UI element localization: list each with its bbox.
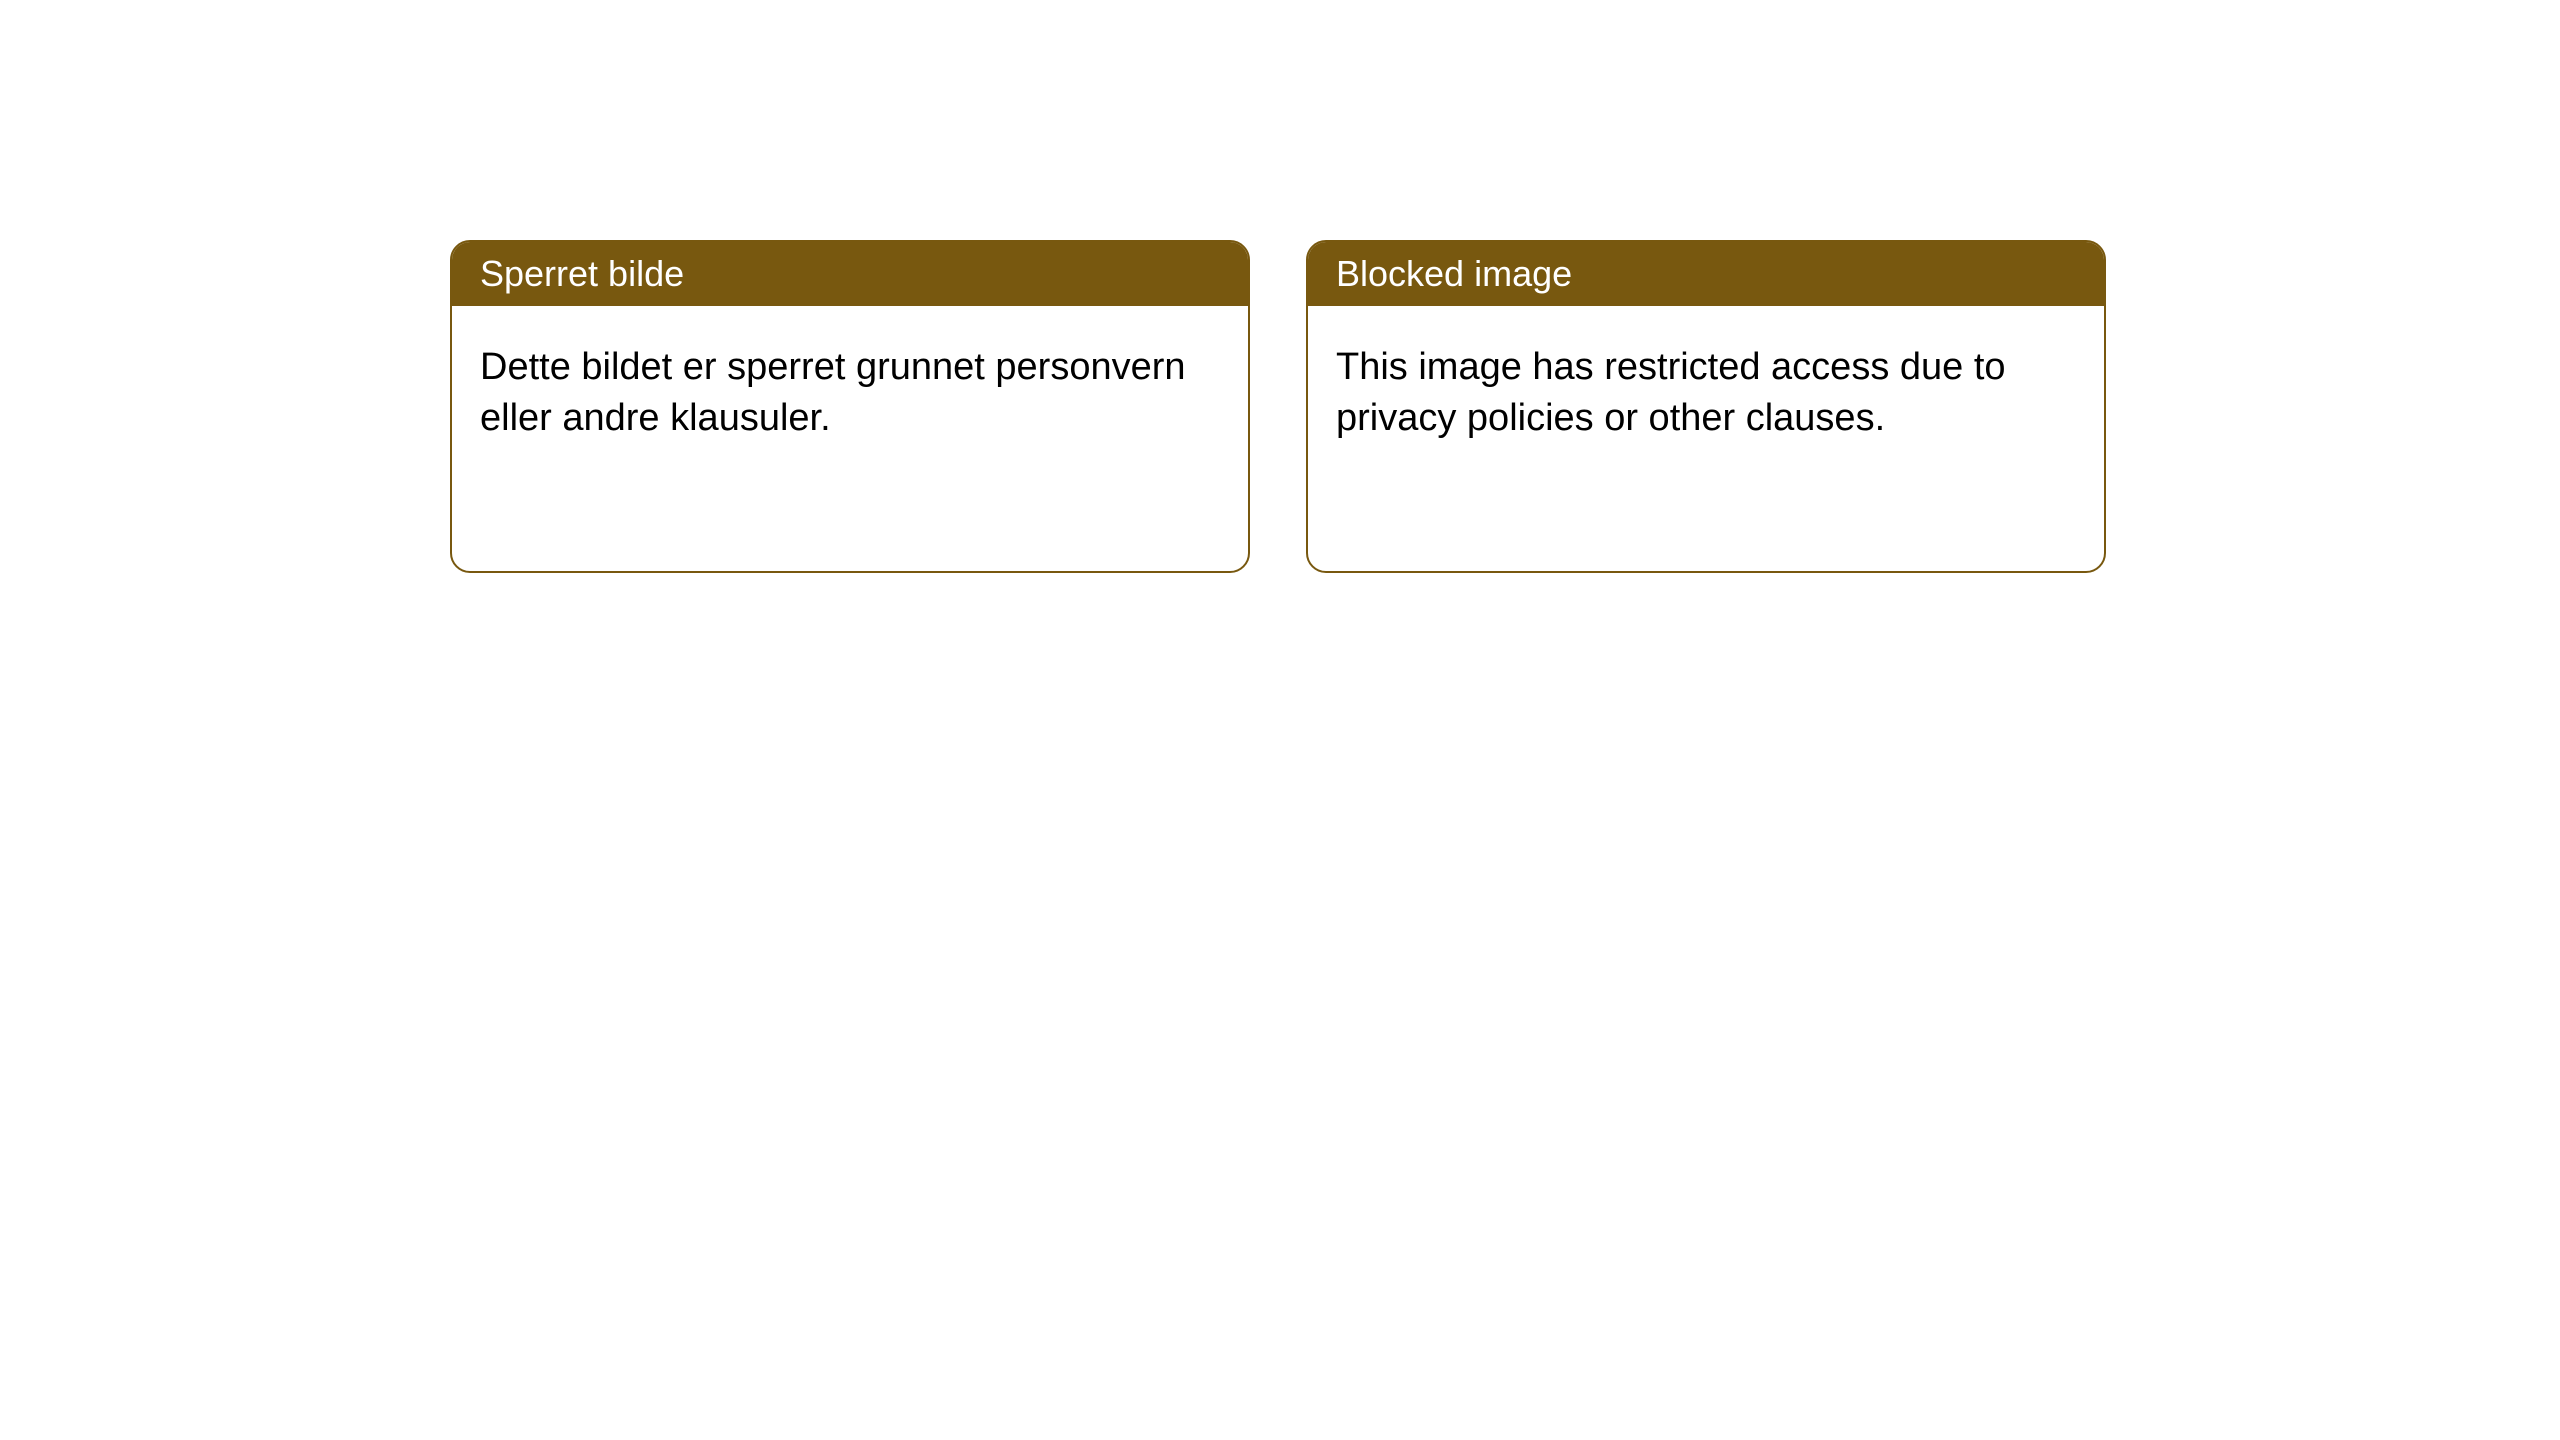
blocked-image-card-en: Blocked image This image has restricted …	[1306, 240, 2106, 573]
card-body: This image has restricted access due to …	[1308, 306, 2104, 481]
card-title: Sperret bilde	[480, 253, 684, 294]
card-body-text: Dette bildet er sperret grunnet personve…	[480, 346, 1186, 439]
card-title: Blocked image	[1336, 253, 1572, 294]
blocked-image-card-no: Sperret bilde Dette bildet er sperret gr…	[450, 240, 1250, 573]
card-body-text: This image has restricted access due to …	[1336, 346, 2006, 439]
card-header: Blocked image	[1308, 242, 2104, 306]
card-header: Sperret bilde	[452, 242, 1248, 306]
card-body: Dette bildet er sperret grunnet personve…	[452, 306, 1248, 481]
cards-container: Sperret bilde Dette bildet er sperret gr…	[450, 240, 2106, 573]
